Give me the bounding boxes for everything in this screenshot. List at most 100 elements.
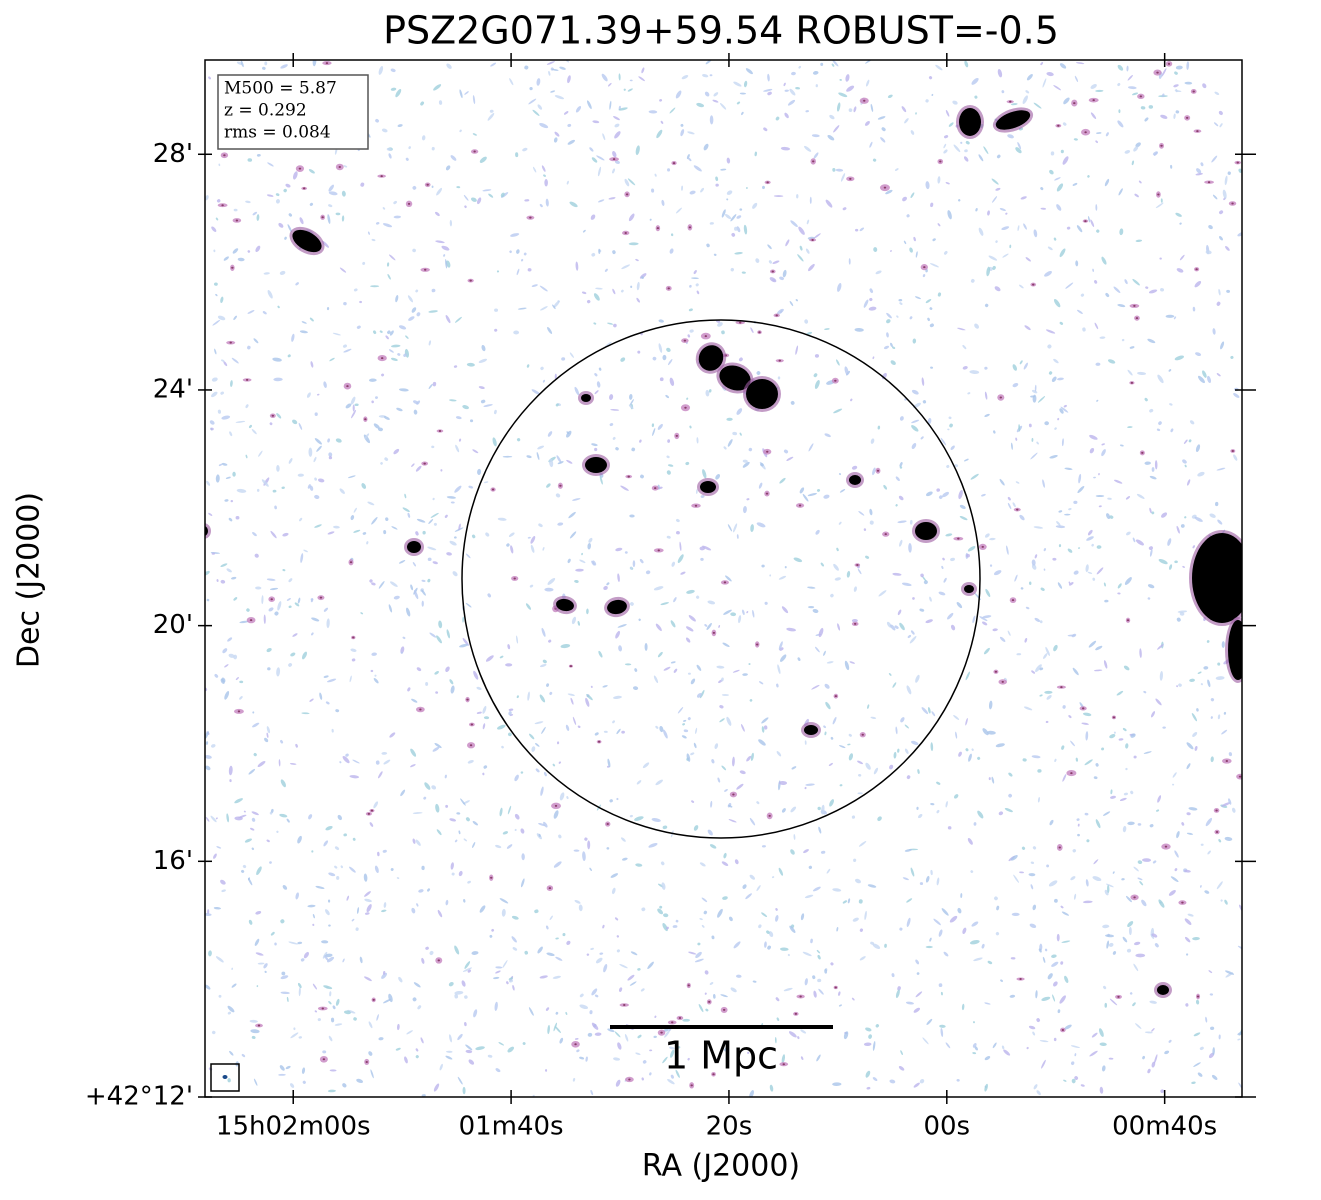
image-background bbox=[205, 60, 1242, 1097]
noise bbox=[750, 752, 754, 761]
noise bbox=[830, 736, 834, 740]
noise bbox=[838, 92, 848, 98]
noise bbox=[520, 828, 525, 834]
noise bbox=[1151, 1028, 1155, 1032]
noise bbox=[309, 317, 314, 322]
noise bbox=[965, 553, 970, 558]
noise bbox=[613, 323, 617, 328]
noise bbox=[992, 628, 998, 632]
noise bbox=[298, 987, 301, 997]
noise bbox=[224, 664, 229, 668]
noise bbox=[898, 495, 904, 501]
noise bbox=[364, 976, 372, 982]
noise bbox=[1021, 846, 1026, 850]
noise bbox=[221, 462, 228, 466]
noise bbox=[317, 1018, 322, 1022]
noise bbox=[814, 646, 820, 653]
noise bbox=[793, 557, 803, 563]
noise bbox=[545, 198, 549, 207]
faint-source-core bbox=[1139, 95, 1143, 98]
noise bbox=[516, 695, 519, 699]
noise bbox=[415, 289, 419, 293]
noise bbox=[393, 200, 397, 205]
noise bbox=[1087, 529, 1093, 536]
noise bbox=[349, 866, 356, 873]
noise bbox=[506, 844, 513, 849]
noise bbox=[1113, 731, 1116, 734]
noise bbox=[677, 707, 684, 714]
noise bbox=[502, 960, 508, 969]
noise bbox=[767, 91, 772, 96]
noise bbox=[1030, 395, 1036, 398]
noise bbox=[958, 489, 963, 500]
noise bbox=[380, 462, 383, 465]
noise bbox=[1103, 582, 1106, 587]
noise bbox=[613, 695, 622, 699]
noise bbox=[858, 510, 865, 516]
noise bbox=[606, 582, 610, 586]
noise bbox=[431, 185, 434, 189]
noise bbox=[1192, 306, 1196, 312]
noise bbox=[300, 553, 304, 563]
noise bbox=[598, 650, 603, 658]
noise bbox=[1112, 951, 1117, 955]
noise bbox=[642, 1060, 647, 1064]
noise bbox=[937, 292, 942, 297]
noise bbox=[938, 591, 946, 596]
noise bbox=[825, 199, 833, 208]
noise bbox=[433, 84, 442, 91]
noise bbox=[507, 805, 512, 815]
faint-source-core bbox=[704, 335, 708, 338]
noise bbox=[220, 879, 226, 885]
noise bbox=[1216, 467, 1226, 471]
noise bbox=[784, 565, 787, 569]
noise bbox=[266, 726, 271, 734]
noise bbox=[696, 290, 700, 295]
faint-source-core bbox=[811, 238, 814, 241]
noise bbox=[1214, 91, 1220, 96]
noise bbox=[938, 495, 943, 499]
noise bbox=[1053, 644, 1058, 652]
noise bbox=[1056, 183, 1064, 192]
noise bbox=[382, 223, 393, 228]
noise bbox=[327, 899, 331, 903]
noise bbox=[785, 239, 790, 247]
noise bbox=[382, 849, 387, 853]
noise bbox=[343, 1010, 351, 1015]
noise bbox=[1092, 268, 1095, 272]
noise bbox=[589, 1010, 593, 1015]
noise bbox=[1152, 860, 1157, 864]
noise bbox=[440, 469, 443, 472]
noise bbox=[1149, 408, 1154, 413]
noise bbox=[799, 487, 805, 494]
noise bbox=[1020, 587, 1024, 590]
noise bbox=[1002, 253, 1009, 258]
noise bbox=[890, 360, 896, 365]
noise bbox=[1215, 676, 1225, 680]
noise bbox=[762, 185, 766, 190]
noise bbox=[844, 660, 850, 671]
noise bbox=[941, 565, 944, 570]
noise bbox=[826, 661, 834, 664]
noise bbox=[730, 214, 737, 222]
noise bbox=[312, 60, 317, 67]
noise bbox=[385, 517, 389, 522]
noise bbox=[208, 950, 212, 957]
noise bbox=[253, 1078, 258, 1086]
noise bbox=[1109, 734, 1116, 739]
noise bbox=[730, 267, 734, 272]
noise bbox=[343, 833, 347, 837]
noise bbox=[256, 866, 262, 876]
noise bbox=[546, 683, 550, 687]
noise bbox=[1126, 65, 1129, 72]
noise bbox=[1221, 641, 1225, 648]
noise bbox=[931, 711, 936, 717]
noise bbox=[446, 496, 456, 499]
noise bbox=[723, 609, 732, 615]
faint-source-core bbox=[1009, 100, 1012, 103]
noise bbox=[766, 930, 770, 934]
noise bbox=[713, 253, 717, 256]
noise bbox=[666, 926, 669, 930]
noise bbox=[472, 95, 476, 105]
noise bbox=[1012, 382, 1019, 388]
